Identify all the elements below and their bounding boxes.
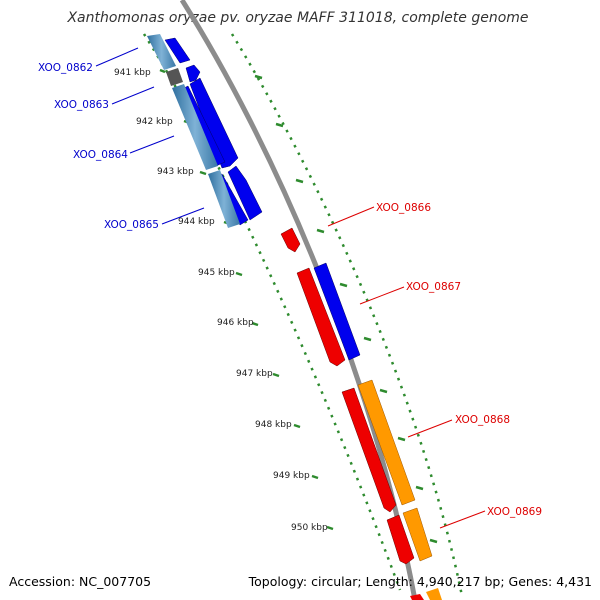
- annotation-track-segment-gray: [166, 68, 183, 86]
- scale-label: 944 kbp: [178, 217, 215, 227]
- genome-backbone: [179, 0, 418, 600]
- gene-label-xoo-0869[interactable]: XOO_0869: [487, 506, 542, 518]
- scale-labels: 941 kbp 942 kbp 943 kbp 944 kbp 945 kbp …: [114, 68, 328, 533]
- inner-ruler-ticks: [254, 74, 438, 544]
- gene-feature-xoo-0866: [280, 227, 301, 253]
- gene-feature-xoo-0869: [386, 514, 415, 565]
- annotation-track-segment: [147, 34, 176, 70]
- scale-label: 943 kbp: [157, 167, 194, 177]
- gene-feature-xoo-0865: [227, 165, 263, 221]
- gene-label-xoo-0868[interactable]: XOO_0868: [455, 414, 510, 426]
- scale-label: 941 kbp: [114, 68, 151, 78]
- gene-label-xoo-0866[interactable]: XOO_0866: [376, 202, 431, 214]
- gene-feature-xoo-0867-fwd: [313, 262, 361, 361]
- rna-feature-bottom: [426, 588, 442, 600]
- rna-feature-xoo-0869: [402, 507, 433, 562]
- accession-text: Accession: NC_007705: [9, 574, 151, 589]
- scale-label: 947 kbp: [236, 369, 273, 379]
- genome-summary-text: Topology: circular; Length: 4,940,217 bp…: [248, 574, 592, 589]
- left-gene-features: [147, 34, 263, 228]
- gene-feature-xoo-0867: [296, 267, 346, 367]
- gene-label-xoo-0867[interactable]: XOO_0867: [406, 281, 461, 293]
- map-title: Xanthomonas oryzae pv. oryzae MAFF 31101…: [66, 10, 528, 26]
- outer-ruler-ticks: [159, 68, 334, 531]
- right-leader-lines: [327, 206, 486, 529]
- gene-label-xoo-0864[interactable]: XOO_0864: [73, 149, 128, 161]
- right-gene-labels: XOO_0866 XOO_0867 XOO_0868 XOO_0869: [376, 202, 542, 518]
- scale-label: 950 kbp: [291, 523, 328, 533]
- rna-feature-xoo-0868: [357, 379, 416, 506]
- gene-label-xoo-0865[interactable]: XOO_0865: [104, 219, 159, 231]
- scale-label: 945 kbp: [198, 268, 235, 278]
- gene-label-xoo-0862[interactable]: XOO_0862: [38, 62, 93, 74]
- left-gene-labels: XOO_0862 XOO_0863 XOO_0864 XOO_0865: [38, 62, 159, 231]
- gene-label-xoo-0863[interactable]: XOO_0863: [54, 99, 109, 111]
- right-gene-features: [280, 227, 442, 600]
- gene-feature-bottom: [410, 594, 424, 600]
- inner-scale-ruler: [230, 33, 464, 597]
- annotation-track-segment: [172, 84, 218, 170]
- annotation-track-segment: [208, 170, 240, 228]
- gene-feature-xoo-0868: [341, 387, 397, 513]
- scale-label: 949 kbp: [273, 471, 310, 481]
- scale-label: 946 kbp: [217, 318, 254, 328]
- gene-feature-xoo-0862: [164, 37, 191, 64]
- outer-scale-ruler: [142, 33, 402, 591]
- scale-label: 948 kbp: [255, 420, 292, 430]
- left-leader-lines: [95, 47, 205, 225]
- gene-feature-xoo-0862-cds: [185, 64, 201, 83]
- scale-label: 942 kbp: [136, 117, 173, 127]
